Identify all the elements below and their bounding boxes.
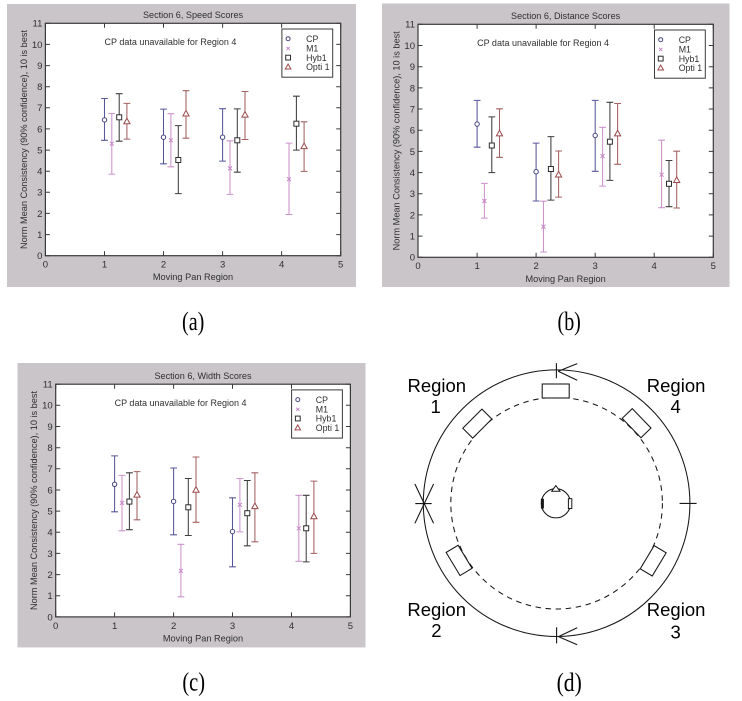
svg-text:1: 1 — [37, 230, 42, 241]
svg-text:CP: CP — [306, 34, 318, 44]
svg-text:0: 0 — [47, 612, 52, 623]
svg-text:5: 5 — [410, 147, 415, 158]
svg-text:10: 10 — [42, 401, 53, 412]
svg-text:3: 3 — [593, 261, 598, 272]
svg-text:8: 8 — [37, 82, 42, 93]
svg-text:3: 3 — [671, 621, 681, 642]
svg-text:Norm Mean Consistency (90% con: Norm Mean Consistency (90% confidence), … — [392, 31, 402, 251]
svg-text:M1: M1 — [316, 405, 328, 415]
svg-text:1: 1 — [47, 591, 52, 602]
svg-text:8: 8 — [47, 443, 52, 454]
svg-text:0: 0 — [53, 621, 58, 632]
svg-text:5: 5 — [348, 621, 353, 632]
svg-text:1: 1 — [430, 396, 440, 417]
svg-text:1: 1 — [474, 261, 479, 272]
svg-text:Region: Region — [407, 599, 466, 620]
svg-text:3: 3 — [220, 260, 225, 271]
svg-text:Region: Region — [407, 375, 466, 396]
svg-text:CP data unavailable for Region: CP data unavailable for Region 4 — [115, 398, 247, 408]
svg-text:Hyb1: Hyb1 — [679, 54, 700, 64]
svg-text:Section 6, Distance Scores: Section 6, Distance Scores — [511, 11, 621, 21]
svg-text:4: 4 — [279, 260, 284, 271]
svg-text:2: 2 — [410, 210, 415, 221]
svg-text:2: 2 — [431, 620, 441, 641]
svg-text:Hyb1: Hyb1 — [306, 53, 327, 63]
svg-text:11: 11 — [43, 380, 53, 391]
svg-text:M1: M1 — [679, 45, 691, 55]
svg-text:Region: Region — [647, 599, 706, 620]
svg-text:4: 4 — [410, 168, 415, 179]
svg-text:2: 2 — [171, 621, 176, 632]
svg-text:(a): (a) — [182, 307, 204, 336]
svg-text:Section 6, Speed Scores: Section 6, Speed Scores — [143, 10, 244, 20]
svg-text:10: 10 — [404, 41, 415, 52]
svg-text:4: 4 — [671, 396, 681, 417]
svg-text:9: 9 — [47, 422, 52, 433]
svg-text:(d): (d) — [557, 668, 582, 697]
svg-text:7: 7 — [410, 104, 415, 115]
svg-text:2: 2 — [47, 570, 52, 581]
svg-text:M1: M1 — [306, 44, 318, 54]
svg-text:3: 3 — [230, 621, 235, 632]
svg-text:4: 4 — [47, 528, 52, 539]
svg-text:(b): (b) — [558, 307, 581, 336]
svg-text:6: 6 — [47, 485, 52, 496]
svg-text:1: 1 — [112, 621, 117, 632]
svg-text:2: 2 — [533, 261, 538, 272]
svg-text:2: 2 — [161, 260, 166, 271]
svg-text:1: 1 — [410, 232, 415, 243]
svg-text:Opti 1: Opti 1 — [316, 423, 340, 433]
svg-text:10: 10 — [32, 40, 43, 51]
svg-text:7: 7 — [47, 464, 52, 475]
svg-text:4: 4 — [652, 261, 657, 272]
svg-text:4: 4 — [37, 167, 42, 178]
svg-text:Moving Pan Region: Moving Pan Region — [153, 272, 233, 282]
svg-text:5: 5 — [711, 261, 716, 272]
svg-text:0: 0 — [410, 253, 415, 264]
svg-text:9: 9 — [410, 62, 415, 73]
svg-text:Moving Pan Region: Moving Pan Region — [526, 274, 606, 284]
svg-text:CP data unavailable for Region: CP data unavailable for Region 4 — [105, 37, 237, 47]
svg-text:2: 2 — [37, 209, 42, 220]
svg-text:0: 0 — [37, 251, 42, 262]
svg-text:1: 1 — [102, 260, 107, 271]
svg-text:Moving Pan Region: Moving Pan Region — [163, 633, 243, 643]
svg-text:11: 11 — [405, 20, 415, 31]
svg-text:CP data unavailable for Region: CP data unavailable for Region 4 — [477, 38, 609, 48]
svg-text:CP: CP — [679, 35, 691, 45]
svg-text:3: 3 — [47, 549, 52, 560]
svg-text:6: 6 — [410, 126, 415, 137]
svg-text:7: 7 — [37, 103, 42, 114]
svg-text:(c): (c) — [182, 668, 205, 697]
svg-text:6: 6 — [37, 124, 42, 135]
svg-text:Opti 1: Opti 1 — [679, 63, 703, 73]
svg-text:8: 8 — [410, 83, 415, 94]
svg-text:0: 0 — [415, 261, 420, 272]
svg-text:Norm Mean Consistency (90% con: Norm Mean Consistency (90% confidence), … — [29, 391, 39, 611]
svg-text:CP: CP — [316, 395, 328, 405]
svg-text:3: 3 — [37, 188, 42, 199]
svg-text:0: 0 — [43, 260, 48, 271]
svg-text:9: 9 — [37, 61, 42, 72]
svg-text:5: 5 — [37, 146, 42, 157]
svg-text:Hyb1: Hyb1 — [316, 414, 337, 424]
svg-text:11: 11 — [33, 19, 43, 30]
svg-text:Section 6, Width Scores: Section 6, Width Scores — [154, 371, 251, 381]
svg-text:3: 3 — [410, 189, 415, 200]
svg-text:5: 5 — [338, 260, 343, 271]
svg-text:Region: Region — [647, 375, 706, 396]
svg-text:Norm Mean Consistency (90% con: Norm Mean Consistency (90% confidence), … — [19, 30, 29, 250]
svg-text:5: 5 — [47, 507, 52, 518]
svg-text:Opti 1: Opti 1 — [306, 62, 330, 72]
svg-text:4: 4 — [289, 621, 294, 632]
